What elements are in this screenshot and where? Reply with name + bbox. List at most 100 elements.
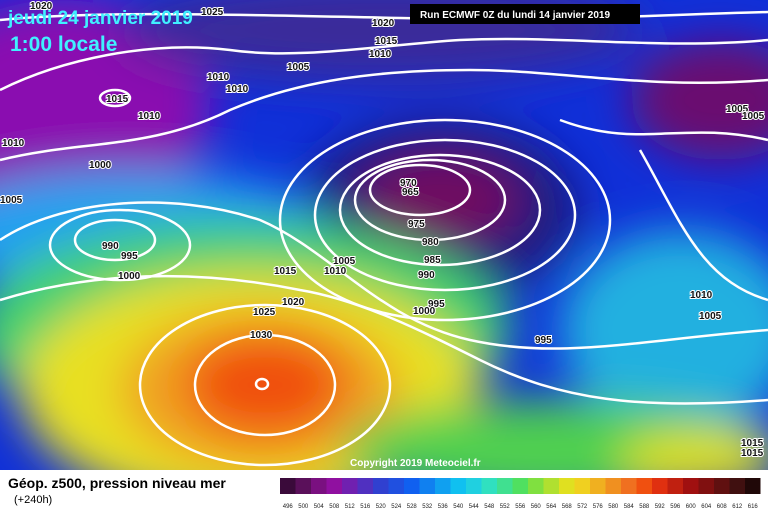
isobar-label: 1000 bbox=[413, 306, 436, 317]
isobar-label: 1015 bbox=[274, 266, 297, 277]
isobar-label: 990 bbox=[102, 241, 119, 252]
scale-label: 564 bbox=[546, 504, 557, 510]
isobar-label: 1020 bbox=[30, 1, 53, 12]
isobar-label: 980 bbox=[422, 237, 439, 248]
scale-label: 616 bbox=[748, 504, 759, 510]
scale-label: 592 bbox=[655, 504, 666, 510]
scale-label: 520 bbox=[376, 504, 387, 510]
isobar-label: 970 bbox=[400, 178, 417, 189]
scale-label: 608 bbox=[717, 504, 728, 510]
scale-label: 584 bbox=[624, 504, 635, 510]
map-time: 1:00 locale bbox=[10, 33, 117, 56]
scale-label: 496 bbox=[283, 504, 294, 510]
scale-swatch bbox=[450, 478, 466, 494]
isobar-label: 1010 bbox=[207, 72, 230, 83]
isobar-label: 1015 bbox=[106, 94, 129, 105]
scale-swatch bbox=[512, 478, 528, 494]
isobar-label: 1015 bbox=[741, 438, 764, 449]
isobar-label: 1010 bbox=[324, 266, 347, 277]
scale-label: 596 bbox=[670, 504, 681, 510]
scale-label: 508 bbox=[329, 504, 340, 510]
isobar-label: 1020 bbox=[372, 18, 395, 29]
isobar-label: 1005 bbox=[287, 62, 310, 73]
scale-label: 512 bbox=[345, 504, 356, 510]
scale-swatch bbox=[404, 478, 420, 494]
scale-label: 600 bbox=[686, 504, 697, 510]
isobar-label: 1010 bbox=[2, 138, 25, 149]
scale-swatch bbox=[574, 478, 590, 494]
scale-label: 580 bbox=[608, 504, 619, 510]
scale-swatch bbox=[605, 478, 621, 494]
legend-lead: (+240h) bbox=[14, 494, 52, 506]
isobar-label: 1015 bbox=[375, 36, 398, 47]
scale-label: 540 bbox=[453, 504, 464, 510]
isobar-label: 1010 bbox=[369, 49, 392, 60]
scale-swatch bbox=[357, 478, 373, 494]
map-date: jeudi 24 janvier 2019 bbox=[7, 8, 193, 29]
scale-label: 556 bbox=[515, 504, 526, 510]
isobar-label: 1000 bbox=[89, 160, 112, 171]
scale-swatch bbox=[590, 478, 606, 494]
scale-swatch bbox=[295, 478, 311, 494]
isobar-label: 1010 bbox=[138, 111, 161, 122]
scale-swatch bbox=[621, 478, 637, 494]
isobar-label: 1000 bbox=[118, 271, 141, 282]
scale-swatch bbox=[667, 478, 683, 494]
scale-label: 532 bbox=[422, 504, 433, 510]
scale-label: 536 bbox=[438, 504, 449, 510]
scale-swatch bbox=[652, 478, 668, 494]
scale-label: 528 bbox=[407, 504, 418, 510]
scale-swatch bbox=[311, 478, 327, 494]
scale-swatch bbox=[528, 478, 544, 494]
isobar-label: 995 bbox=[121, 251, 138, 262]
scale-swatch bbox=[497, 478, 513, 494]
isobar-label: 1025 bbox=[201, 7, 224, 18]
isobar-label: 1005 bbox=[742, 111, 765, 122]
scale-swatch bbox=[698, 478, 714, 494]
scale-swatch bbox=[714, 478, 730, 494]
scale-swatch bbox=[636, 478, 652, 494]
isobar-label: 1010 bbox=[226, 84, 249, 95]
scale-swatch bbox=[419, 478, 435, 494]
isobar-label: 1025 bbox=[253, 307, 276, 318]
scale-label: 572 bbox=[577, 504, 588, 510]
scale-swatch bbox=[280, 478, 296, 494]
scale-label: 612 bbox=[732, 504, 743, 510]
scale-label: 524 bbox=[391, 504, 402, 510]
isobar-label: 965 bbox=[402, 187, 419, 198]
scale-swatch bbox=[559, 478, 575, 494]
scale-label: 588 bbox=[639, 504, 650, 510]
isobar-label: 1005 bbox=[699, 311, 722, 322]
isobar-label: 1010 bbox=[690, 290, 713, 301]
scale-swatch bbox=[466, 478, 482, 494]
scale-swatch bbox=[683, 478, 699, 494]
scale-label: 500 bbox=[298, 504, 309, 510]
isobar-label: 985 bbox=[424, 255, 441, 266]
scale-swatch bbox=[326, 478, 342, 494]
isobar-label: 1020 bbox=[282, 297, 305, 308]
scale-swatch bbox=[729, 478, 745, 494]
copyright: Copyright 2019 Meteociel.fr bbox=[350, 458, 481, 469]
scale-swatch bbox=[388, 478, 404, 494]
isobar-label: 1005 bbox=[0, 195, 23, 206]
scale-swatch bbox=[481, 478, 497, 494]
scale-label: 604 bbox=[701, 504, 712, 510]
run-info: Run ECMWF 0Z du lundi 14 janvier 2019 bbox=[420, 10, 610, 21]
scale-label: 504 bbox=[314, 504, 325, 510]
scale-swatch bbox=[435, 478, 451, 494]
scale-label: 576 bbox=[593, 504, 604, 510]
scale-label: 568 bbox=[562, 504, 573, 510]
scale-swatch bbox=[373, 478, 389, 494]
scale-swatch bbox=[745, 478, 761, 494]
scale-label: 552 bbox=[500, 504, 511, 510]
isobar-label: 975 bbox=[408, 219, 425, 230]
scale-label: 560 bbox=[531, 504, 542, 510]
scale-swatch bbox=[342, 478, 358, 494]
isobar-label: 1030 bbox=[250, 330, 273, 341]
scale-swatch bbox=[543, 478, 559, 494]
isobar-label: 995 bbox=[535, 335, 552, 346]
isobar-label: 990 bbox=[418, 270, 435, 281]
isobar-label: 1015 bbox=[741, 448, 764, 459]
